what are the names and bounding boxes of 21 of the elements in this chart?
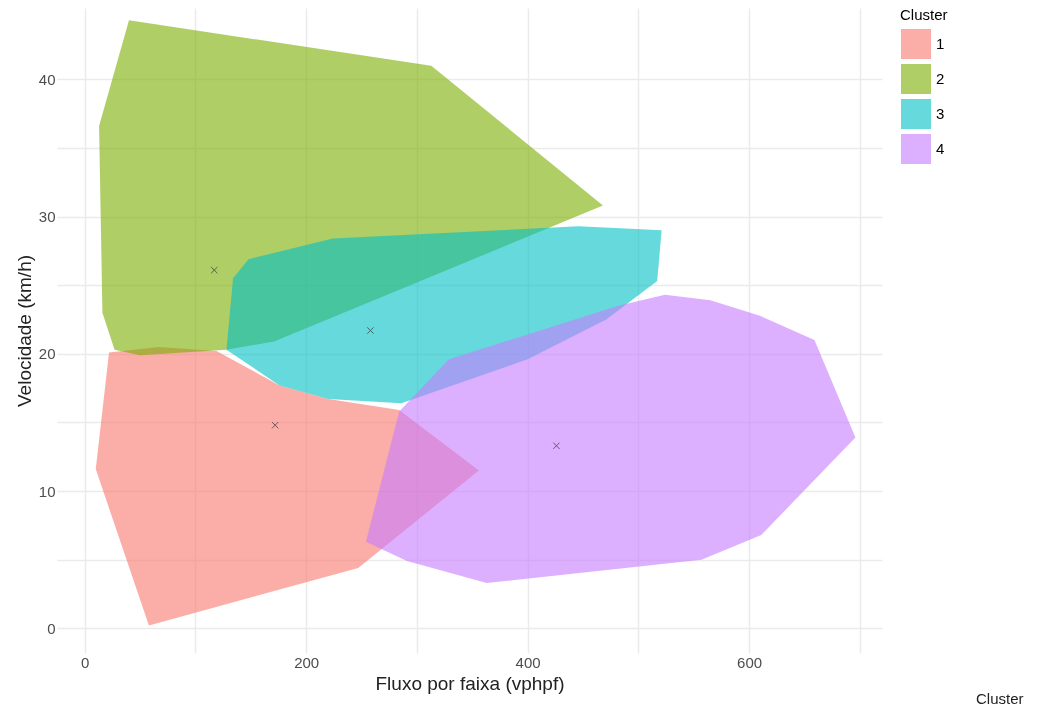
y-tick-label: 10 <box>38 482 56 500</box>
y-axis-title: Velocidade (km/h) <box>13 254 35 408</box>
y-tick-label: 30 <box>38 208 56 226</box>
point <box>210 266 218 274</box>
y-tick-label: 0 <box>47 619 56 637</box>
legend-label: 4 <box>936 140 945 157</box>
y-tick-label: 20 <box>38 345 56 363</box>
x-axis-title: Fluxo por faixa (vphpf) <box>375 672 565 694</box>
point <box>271 421 279 429</box>
legend-label: 2 <box>936 70 945 87</box>
legend-label: 1 <box>936 35 945 52</box>
legend-label: 3 <box>936 105 945 122</box>
x-tick-label: 200 <box>294 653 320 671</box>
x-tick-label: 400 <box>515 653 541 671</box>
point <box>552 442 561 450</box>
legend-title: Cluster <box>900 6 948 23</box>
text: Cluster <box>976 690 1024 707</box>
point <box>366 326 375 335</box>
x-tick-label: 0 <box>81 653 90 671</box>
x-tick-label: 600 <box>737 653 763 671</box>
y-tick-label: 40 <box>38 70 56 88</box>
